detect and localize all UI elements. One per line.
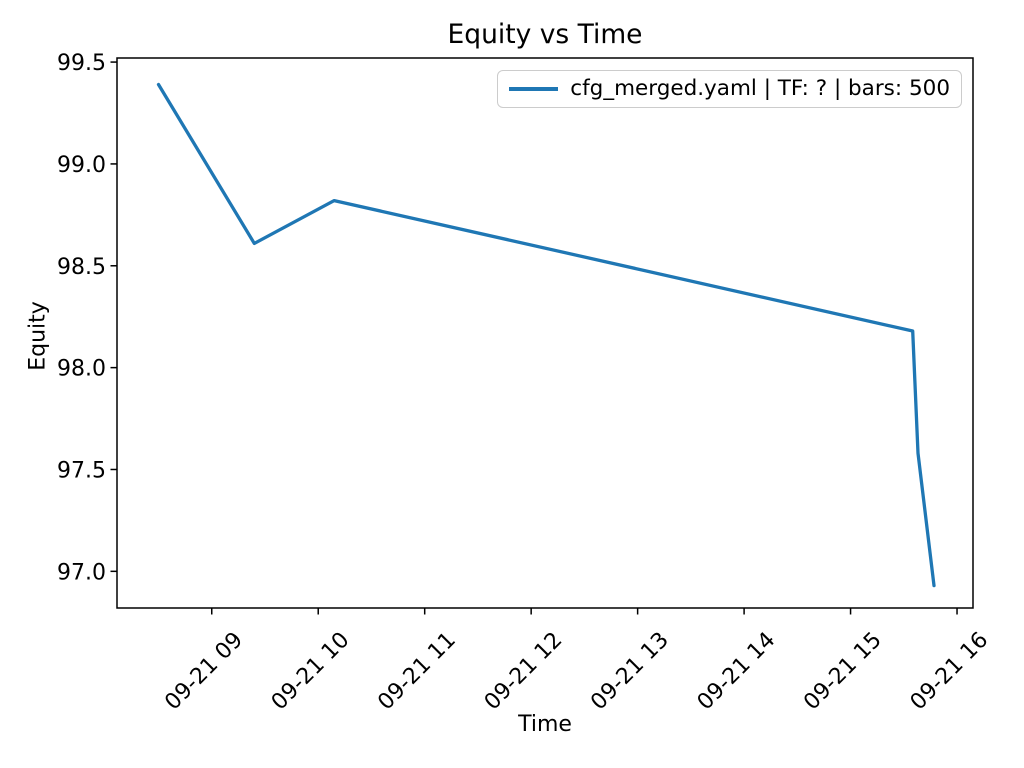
y-tick-label: 97.5 (57, 458, 106, 483)
y-tick-label: 98.0 (57, 357, 106, 382)
x-tick-label: 09-21 11 (373, 628, 461, 716)
axes-frame (116, 57, 974, 609)
x-tick-label: 09-21 15 (799, 628, 887, 716)
x-tick-label: 09-21 12 (480, 628, 568, 716)
x-tick-label: 09-21 13 (586, 628, 674, 716)
legend-label: cfg_merged.yaml | TF: ? | bars: 500 (570, 76, 950, 101)
legend: cfg_merged.yaml | TF: ? | bars: 500 (497, 70, 962, 108)
y-tick-label: 99.0 (57, 153, 106, 178)
y-axis-label: Equity (25, 301, 51, 371)
chart-title: Equity vs Time (447, 19, 643, 50)
y-tick-label: 99.5 (57, 51, 106, 76)
x-tick-label: 09-21 09 (160, 628, 248, 716)
y-tick-label: 98.5 (57, 255, 106, 280)
y-tick-label: 97.0 (57, 560, 106, 585)
x-tick-label: 09-21 10 (267, 628, 355, 716)
x-axis-label: Time (518, 712, 572, 737)
legend-line-sample (509, 87, 559, 91)
x-tick-label: 09-21 16 (906, 628, 994, 716)
series-line (156, 82, 936, 588)
x-tick-label: 09-21 14 (693, 628, 781, 716)
